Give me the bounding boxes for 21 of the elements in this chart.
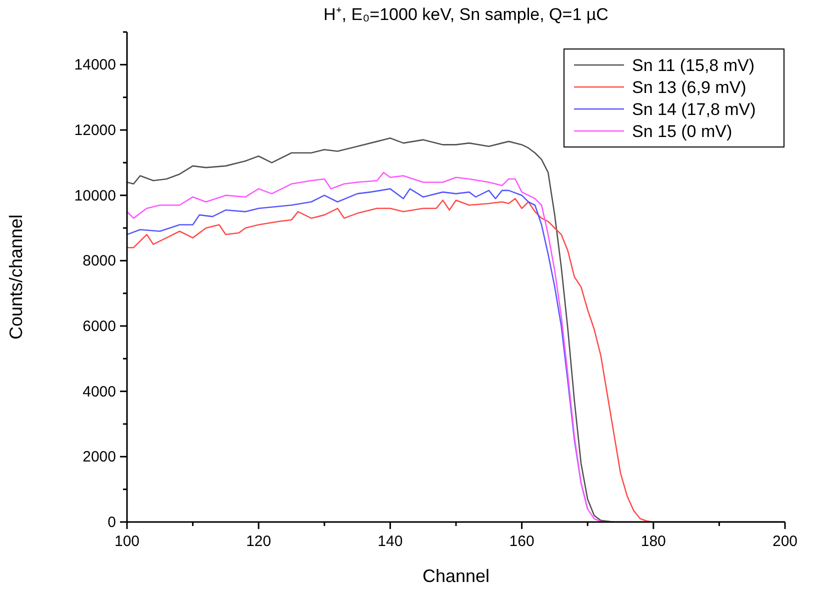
y-tick-label: 0 (108, 514, 116, 531)
legend-label: Sn 11 (15,8 mV) (632, 56, 755, 75)
chart-title: H⁺, E₀=1000 keV, Sn sample, Q=1 µC (324, 5, 608, 24)
x-tick-label: 200 (772, 533, 798, 550)
legend-label: Sn 13 (6,9 mV) (632, 78, 746, 97)
y-tick-label: 14000 (74, 56, 116, 74)
y-tick-label: 2000 (82, 448, 116, 466)
x-tick-label: 120 (246, 533, 272, 550)
y-tick-label: 4000 (82, 383, 116, 400)
x-axis-title: Channel (422, 566, 490, 586)
y-tick-label: 10000 (74, 187, 116, 204)
x-tick-label: 140 (378, 533, 403, 550)
legend-label: Sn 14 (17,8 mV) (632, 100, 756, 119)
y-tick-label: 6000 (82, 318, 116, 335)
legend-label: Sn 15 (0 mV) (632, 122, 732, 141)
y-axis-title: Counts/channel (6, 214, 26, 340)
x-tick-label: 100 (114, 533, 140, 550)
x-tick-label: 180 (640, 533, 666, 550)
y-tick-label: 12000 (74, 122, 116, 139)
y-tick-label: 8000 (82, 252, 116, 270)
x-tick-label: 160 (509, 533, 534, 550)
